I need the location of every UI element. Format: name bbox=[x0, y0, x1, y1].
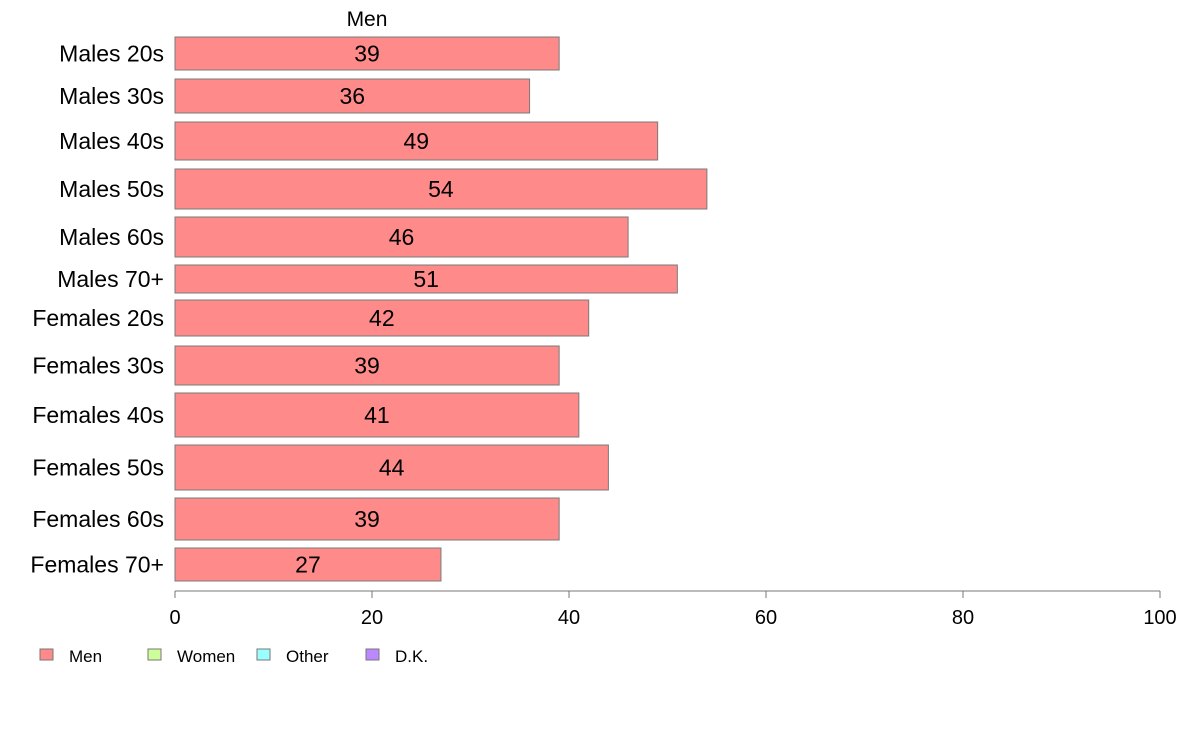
bar bbox=[174, 345, 560, 386]
bar-value-label: 27 bbox=[295, 552, 321, 578]
bar-value-label: 51 bbox=[413, 266, 439, 292]
legend-swatch bbox=[256, 648, 271, 661]
bar bbox=[174, 299, 590, 337]
bar-value-label: 39 bbox=[354, 41, 380, 67]
bar-value-label: 36 bbox=[340, 83, 366, 109]
category-label: Males 50s bbox=[59, 176, 164, 202]
category-label: Males 30s bbox=[59, 83, 164, 109]
category-label: Females 40s bbox=[32, 402, 164, 428]
bar bbox=[174, 497, 560, 541]
category-label: Females 50s bbox=[32, 455, 164, 481]
category-label: Females 20s bbox=[32, 305, 164, 331]
category-label: Males 70+ bbox=[57, 266, 164, 292]
category-label: Males 20s bbox=[59, 41, 164, 67]
x-tick-label: 0 bbox=[169, 607, 180, 629]
bars-group: 39 36 49 54 46 51 42 39 41 44 39 27 bbox=[174, 36, 708, 582]
legend: Men Women Other D.K. bbox=[39, 647, 428, 666]
bar bbox=[174, 547, 442, 582]
legend-swatch bbox=[365, 648, 380, 661]
bar-value-label: 39 bbox=[354, 506, 380, 532]
bar-value-label: 41 bbox=[364, 402, 390, 428]
bar-value-label: 44 bbox=[379, 455, 405, 481]
series-header: Men bbox=[347, 8, 388, 31]
x-tick-label: 80 bbox=[952, 607, 974, 629]
bar bbox=[174, 168, 708, 210]
bar-value-label: 42 bbox=[369, 305, 395, 331]
x-tick-label: 40 bbox=[558, 607, 580, 629]
legend-label: D.K. bbox=[395, 647, 428, 666]
x-axis: 0 20 40 60 80 100 bbox=[169, 590, 1177, 629]
bar-value-label: 54 bbox=[428, 176, 454, 202]
bar bbox=[174, 392, 580, 438]
category-label: Males 60s bbox=[59, 224, 164, 250]
bar bbox=[174, 78, 531, 114]
x-tick-label: 20 bbox=[361, 607, 383, 629]
category-labels: Males 20s Males 30s Males 40s Males 50s Male… bbox=[30, 41, 164, 578]
bar bbox=[174, 264, 678, 294]
category-label: Females 60s bbox=[32, 506, 164, 532]
legend-label: Men bbox=[69, 647, 102, 666]
category-label: Females 30s bbox=[32, 353, 164, 379]
bar bbox=[174, 444, 609, 491]
x-tick-label: 100 bbox=[1143, 607, 1176, 629]
bar bbox=[174, 121, 659, 161]
bar-value-label: 46 bbox=[389, 224, 415, 250]
bar-value-label: 49 bbox=[404, 128, 430, 154]
category-label: Males 40s bbox=[59, 128, 164, 154]
bar-value-label: 39 bbox=[354, 353, 380, 379]
bar bbox=[174, 36, 560, 71]
legend-label: Women bbox=[177, 647, 235, 666]
legend-swatch bbox=[147, 648, 162, 661]
x-tick-label: 60 bbox=[755, 607, 777, 629]
legend-swatch bbox=[39, 648, 54, 661]
category-label: Females 70+ bbox=[30, 552, 164, 578]
legend-label: Other bbox=[286, 647, 329, 666]
bar bbox=[174, 216, 629, 258]
